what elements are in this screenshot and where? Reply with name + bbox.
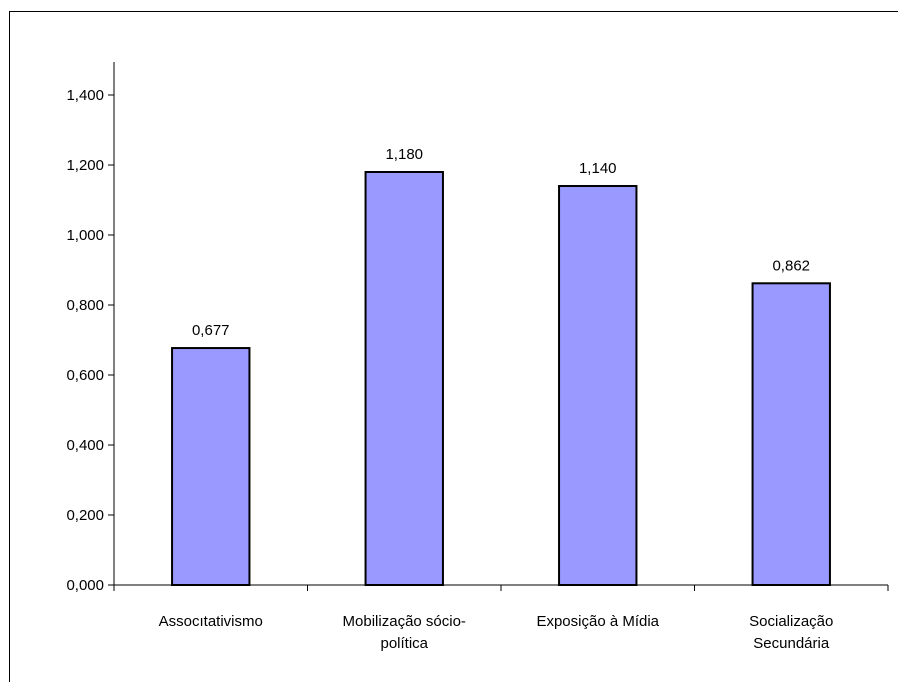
data-labels: 0,677 1,180 1,140 0,862 bbox=[192, 146, 810, 339]
y-tick-label: 0,400 bbox=[66, 437, 104, 454]
data-label: 0,677 bbox=[192, 322, 230, 339]
bar bbox=[751, 282, 831, 586]
y-tick-label: 0,600 bbox=[66, 367, 104, 384]
category-label: Exposição à Mídia bbox=[536, 613, 659, 630]
category-label: Socialização bbox=[749, 613, 833, 630]
category-labels: Assocıtativismo Mobilização sócio-polític… bbox=[159, 613, 834, 652]
chart-area-frame bbox=[9, 11, 898, 682]
bar bbox=[171, 347, 251, 586]
y-tick-label: 0,000 bbox=[66, 577, 104, 594]
y-tick-label: 1,200 bbox=[66, 157, 104, 174]
category-label: Secundária bbox=[753, 635, 830, 652]
data-label: 1,180 bbox=[385, 146, 423, 163]
bar bbox=[558, 185, 638, 586]
y-axis: 0,000 0,200 0,400 0,600 0,800 1,000 1,200 1,400 bbox=[66, 62, 115, 594]
data-label: 0,862 bbox=[772, 257, 810, 274]
category-label: Assocıtativismo bbox=[159, 613, 263, 630]
y-tick-label: 0,800 bbox=[66, 297, 104, 314]
category-label: Mobilização sócio- bbox=[343, 613, 466, 630]
y-tick-label: 1,400 bbox=[66, 87, 104, 104]
y-tick-label: 1,000 bbox=[66, 227, 104, 244]
y-tick-label: 0,200 bbox=[66, 507, 104, 524]
data-label: 1,140 bbox=[579, 160, 617, 177]
bars bbox=[171, 171, 831, 586]
category-label: política bbox=[380, 635, 428, 652]
bar bbox=[364, 171, 444, 586]
